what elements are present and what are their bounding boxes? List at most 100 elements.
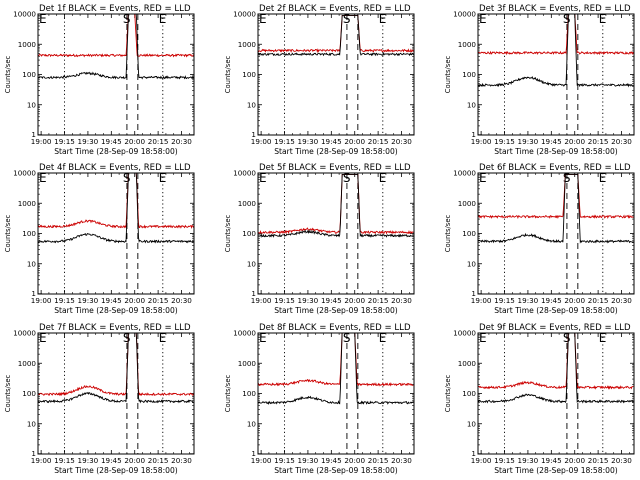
x-tick-label: 19:45 — [321, 456, 342, 465]
series-line-lld — [258, 333, 414, 387]
x-tick-label: 19:30 — [78, 137, 99, 146]
y-tick-label: 10000 — [233, 10, 256, 19]
y-tick-label: 100 — [22, 229, 36, 238]
x-tick-label: 19:45 — [321, 137, 342, 146]
chart-title: Det 4f BLACK = Events, RED = LLD — [39, 163, 191, 173]
x-tick-label: 19:00 — [251, 456, 272, 465]
x-tick-label: 19:00 — [31, 456, 52, 465]
marker-label-E: E — [479, 12, 487, 26]
marker-label-E: E — [379, 171, 387, 185]
marker-label-E: E — [259, 171, 267, 185]
x-tick-label: 20:15 — [148, 456, 169, 465]
y-axis-label: Counts/sec — [224, 56, 232, 94]
x-tick-label: 20:00 — [564, 137, 585, 146]
x-tick-label: 20:00 — [564, 456, 585, 465]
x-tick-label: 20:00 — [344, 296, 365, 305]
y-tick-label: 1000 — [238, 199, 257, 208]
chart-title: Det 6f BLACK = Events, RED = LLD — [479, 163, 631, 173]
x-tick-label: 20:30 — [171, 456, 192, 465]
x-tick-label: 20:30 — [391, 296, 412, 305]
series-line-events — [258, 173, 414, 239]
plot-frame — [257, 332, 415, 455]
x-axis-label: Start Time (28-Sep-09 18:58:00) — [54, 147, 178, 156]
x-axis-label: Start Time (28-Sep-09 18:58:00) — [494, 147, 618, 156]
plot-frame — [257, 13, 415, 136]
chart-panel-det-6: Det 6f BLACK = Events, RED = LLD Counts/s… — [444, 163, 635, 315]
marker-label-E: E — [599, 12, 607, 26]
y-tick-label: 1000 — [458, 359, 477, 368]
y-tick-label: 1 — [471, 130, 476, 139]
series-line-events — [478, 333, 634, 404]
x-tick-label: 20:15 — [368, 137, 389, 146]
chart-title: Det 3f BLACK = Events, RED = LLD — [479, 4, 631, 14]
y-axis-label: Counts/sec — [444, 375, 452, 413]
chart-panel-det-9: Det 9f BLACK = Events, RED = LLD Counts/s… — [444, 323, 635, 475]
y-tick-label: 100 — [22, 389, 36, 398]
x-tick-label: 20:15 — [368, 456, 389, 465]
y-tick-label: 100 — [242, 70, 256, 79]
y-tick-label: 10 — [27, 100, 37, 109]
x-axis-label: Start Time (28-Sep-09 18:58:00) — [274, 466, 398, 475]
x-tick-label: 19:30 — [298, 456, 319, 465]
series-line-lld — [38, 14, 194, 58]
x-tick-label: 20:00 — [344, 456, 365, 465]
marker-label-S: S — [123, 331, 131, 345]
chart-title: Det 5f BLACK = Events, RED = LLD — [259, 163, 411, 173]
x-tick-label: 19:45 — [541, 456, 562, 465]
chart-title: Det 2f BLACK = Events, RED = LLD — [259, 4, 411, 14]
marker-label-S: S — [563, 331, 571, 345]
y-tick-label: 100 — [242, 389, 256, 398]
chart-panel-det-3: Det 3f BLACK = Events, RED = LLD Counts/s… — [444, 4, 635, 156]
x-tick-label: 19:45 — [101, 456, 122, 465]
y-tick-label: 10000 — [233, 169, 256, 178]
y-tick-label: 1 — [471, 449, 476, 458]
x-tick-label: 19:15 — [274, 456, 295, 465]
marker-label-E: E — [39, 12, 47, 26]
x-tick-label: 19:15 — [54, 456, 75, 465]
plot-frame — [37, 332, 195, 455]
x-tick-label: 19:45 — [101, 296, 122, 305]
marker-label-E: E — [159, 331, 167, 345]
x-tick-label: 19:15 — [274, 296, 295, 305]
y-tick-label: 1 — [471, 289, 476, 298]
y-tick-label: 1000 — [238, 359, 257, 368]
marker-label-E: E — [479, 171, 487, 185]
marker-label-S: S — [123, 171, 131, 185]
x-tick-label: 20:00 — [564, 296, 585, 305]
y-tick-label: 1 — [31, 449, 36, 458]
x-tick-label: 20:00 — [344, 137, 365, 146]
y-axis-label: Counts/sec — [4, 215, 12, 253]
marker-label-E: E — [599, 171, 607, 185]
x-tick-label: 19:15 — [54, 137, 75, 146]
y-tick-label: 100 — [462, 229, 476, 238]
x-tick-label: 19:30 — [298, 137, 319, 146]
y-tick-label: 1000 — [458, 199, 477, 208]
chart-panel-det-2: Det 2f BLACK = Events, RED = LLD Counts/s… — [224, 4, 415, 156]
x-tick-label: 20:15 — [148, 296, 169, 305]
y-tick-label: 100 — [462, 389, 476, 398]
x-tick-label: 19:00 — [471, 137, 492, 146]
x-tick-label: 19:15 — [54, 296, 75, 305]
x-tick-label: 19:30 — [518, 137, 539, 146]
x-tick-label: 19:15 — [494, 296, 515, 305]
marker-label-E: E — [379, 331, 387, 345]
y-tick-label: 1000 — [18, 40, 37, 49]
y-tick-label: 10 — [247, 419, 257, 428]
x-axis-label: Start Time (28-Sep-09 18:58:00) — [54, 466, 178, 475]
x-tick-label: 19:15 — [494, 137, 515, 146]
x-tick-label: 20:15 — [588, 456, 609, 465]
y-tick-label: 10000 — [233, 329, 256, 338]
x-tick-label: 19:45 — [321, 296, 342, 305]
x-tick-label: 19:45 — [541, 296, 562, 305]
x-axis-label: Start Time (28-Sep-09 18:58:00) — [274, 147, 398, 156]
y-axis-label: Counts/sec — [4, 56, 12, 94]
y-tick-label: 1 — [31, 130, 36, 139]
series-line-lld — [478, 173, 634, 219]
x-tick-label: 19:30 — [78, 456, 99, 465]
marker-label-E: E — [379, 12, 387, 26]
y-tick-label: 100 — [22, 70, 36, 79]
y-axis-label: Counts/sec — [224, 375, 232, 413]
series-line-lld — [478, 333, 634, 390]
marker-label-S: S — [343, 331, 351, 345]
